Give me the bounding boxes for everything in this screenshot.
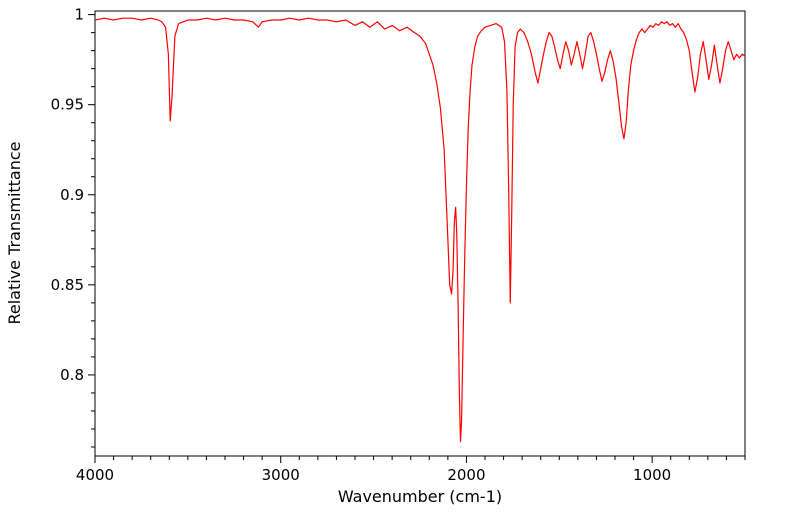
y-tick-label: 0.9 [60,186,84,204]
y-tick-label: 0.95 [51,96,84,114]
x-tick-label: 4000 [76,466,114,484]
x-tick-label: 1000 [633,466,671,484]
y-tick-label: 0.8 [60,366,84,384]
x-axis-label: Wavenumber (cm-1) [338,487,502,506]
y-tick-label: 0.85 [51,276,84,294]
x-tick-label: 2000 [447,466,485,484]
tick-labels: 4000 3000 2000 1000 1 0.95 0.9 0.85 0.8 [51,6,672,484]
y-tick-label: 1 [74,6,84,24]
spectrum-line [94,17,746,443]
plot-frame [94,10,746,457]
x-tick-label: 3000 [262,466,300,484]
y-axis-label: Relative Transmittance [5,141,24,324]
minor-ticks [91,32,746,460]
series-group [94,17,746,443]
major-ticks [88,14,653,463]
